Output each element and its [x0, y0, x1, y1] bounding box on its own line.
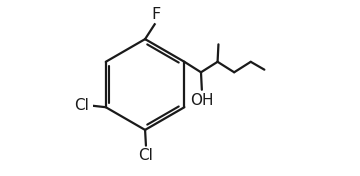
Text: F: F [151, 7, 160, 22]
Text: Cl: Cl [139, 148, 153, 163]
Text: Cl: Cl [74, 98, 89, 113]
Text: OH: OH [190, 93, 213, 108]
